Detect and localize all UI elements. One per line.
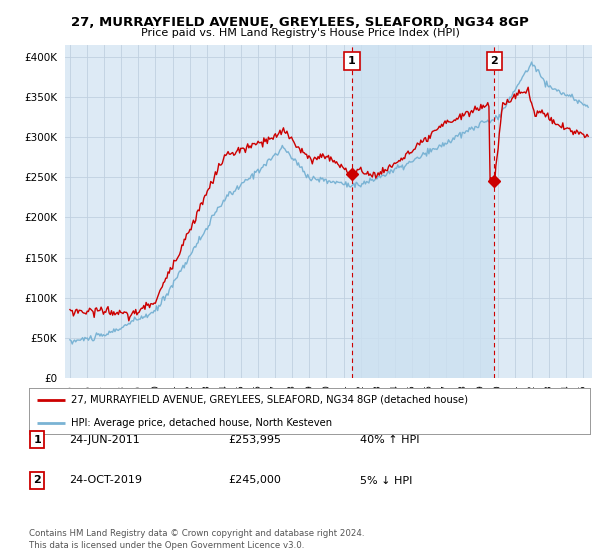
Text: 1: 1 xyxy=(348,56,356,66)
Text: 27, MURRAYFIELD AVENUE, GREYLEES, SLEAFORD, NG34 8GP (detached house): 27, MURRAYFIELD AVENUE, GREYLEES, SLEAFO… xyxy=(71,395,468,404)
Bar xyxy=(352,45,494,378)
Text: Price paid vs. HM Land Registry's House Price Index (HPI): Price paid vs. HM Land Registry's House … xyxy=(140,28,460,38)
Text: HPI: Average price, detached house, North Kesteven: HPI: Average price, detached house, Nort… xyxy=(71,418,332,427)
Text: 2: 2 xyxy=(34,475,41,486)
Text: 1: 1 xyxy=(34,435,41,445)
Text: 5% ↓ HPI: 5% ↓ HPI xyxy=(360,475,412,486)
Text: 24-OCT-2019: 24-OCT-2019 xyxy=(69,475,142,486)
Text: 40% ↑ HPI: 40% ↑ HPI xyxy=(360,435,419,445)
Text: Contains HM Land Registry data © Crown copyright and database right 2024.
This d: Contains HM Land Registry data © Crown c… xyxy=(29,529,364,550)
Text: 24-JUN-2011: 24-JUN-2011 xyxy=(69,435,140,445)
Text: £253,995: £253,995 xyxy=(228,435,281,445)
Text: 2: 2 xyxy=(490,56,498,66)
Text: 27, MURRAYFIELD AVENUE, GREYLEES, SLEAFORD, NG34 8GP: 27, MURRAYFIELD AVENUE, GREYLEES, SLEAFO… xyxy=(71,16,529,29)
Text: £245,000: £245,000 xyxy=(228,475,281,486)
